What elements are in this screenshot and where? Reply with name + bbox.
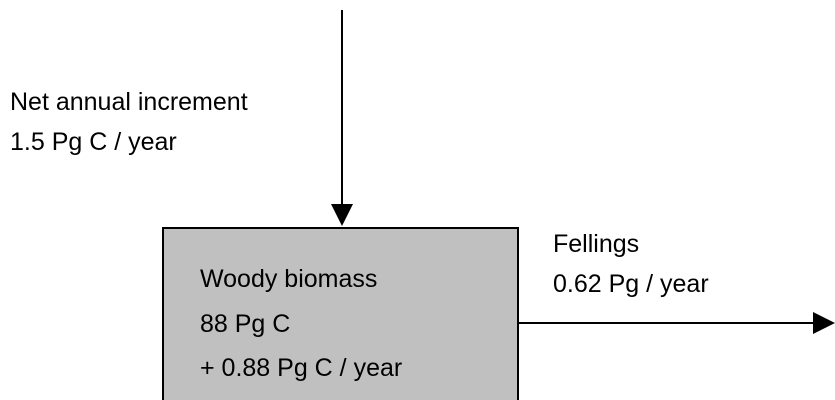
stock-box bbox=[162, 227, 519, 400]
stock-amount: 88 Pg C bbox=[200, 310, 290, 338]
stock-change: + 0.88 Pg C / year bbox=[200, 354, 402, 382]
outflow-label: Fellings bbox=[553, 230, 639, 258]
inflow-rate: 1.5 Pg C / year bbox=[10, 128, 177, 156]
outflow-rate: 0.62 Pg / year bbox=[553, 270, 709, 298]
inflow-label: Net annual increment bbox=[10, 88, 248, 116]
inflow-arrow-head bbox=[331, 204, 353, 226]
stock-label: Woody biomass bbox=[200, 265, 377, 293]
outflow-arrow-head bbox=[813, 312, 835, 334]
